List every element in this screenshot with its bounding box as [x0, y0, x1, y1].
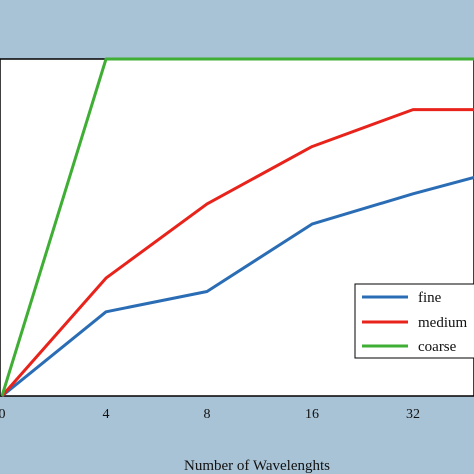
x-tick-label: 32: [406, 407, 420, 422]
x-tick-label: 4: [103, 407, 110, 422]
x-axis-ticks: 0 4 8 16 32: [0, 407, 420, 422]
series-line-medium: [0, 108, 474, 397]
legend-label-coarse: coarse: [418, 339, 457, 355]
x-tick-label: 8: [204, 407, 211, 422]
x-tick-label: 0: [0, 407, 6, 422]
series-line-fine: [1, 175, 474, 398]
x-tick-label: 16: [305, 407, 319, 422]
legend-label-medium: medium: [418, 315, 467, 331]
legend: fine medium coarse: [354, 283, 474, 359]
x-axis-label: Number of Wavelenghts: [184, 458, 330, 474]
legend-label-fine: fine: [418, 290, 442, 306]
series-line-coarse: [0, 57, 474, 397]
series-lines: [0, 57, 474, 398]
